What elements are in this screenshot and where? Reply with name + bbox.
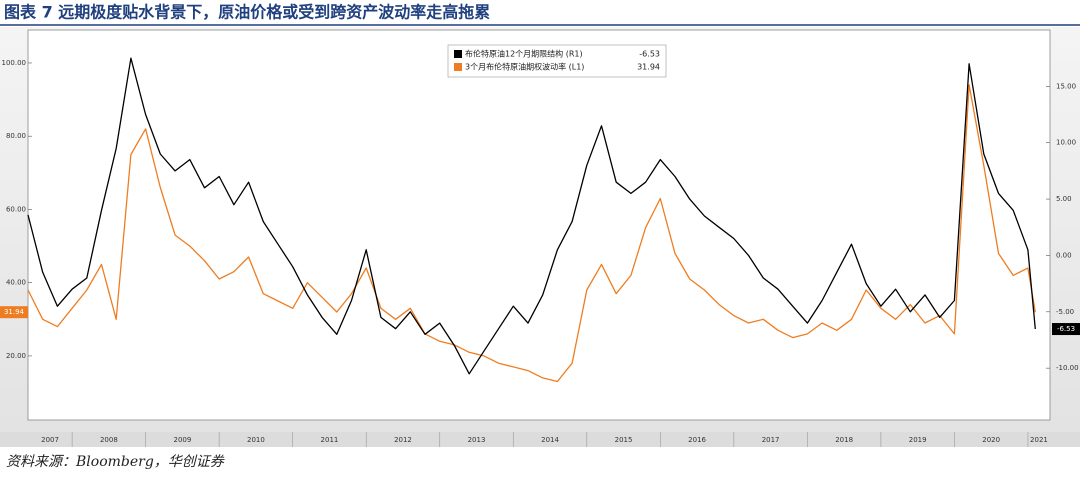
legend (447, 44, 667, 78)
x-tick-label: 2007 (41, 436, 59, 444)
y2-tick-label: -5.00 (1056, 308, 1074, 316)
x-tick-label: 2020 (982, 436, 1000, 444)
x-tick-label: 2014 (541, 436, 559, 444)
plot-area (27, 29, 1051, 421)
legend-box (447, 44, 667, 78)
chart-title: 图表 7 远期极度贴水背景下，原油价格或受到跨资产波动率走高拖累 (4, 3, 490, 22)
y2-tick-label: 5.00 (1056, 195, 1072, 203)
y-tick-label: 40.00 (6, 279, 26, 287)
y-tick-label: 80.00 (6, 132, 26, 140)
legend-swatch (454, 63, 462, 71)
end-value-label: -6.53 (1057, 325, 1075, 333)
y2-tick-label: 15.00 (1056, 82, 1076, 90)
x-tick-label: 2019 (909, 436, 927, 444)
series-line (27, 84, 1036, 383)
x-tick-label: 2015 (615, 436, 633, 444)
source-note: 资料来源：Bloomberg，华创证券 (6, 454, 225, 470)
end-value-label: 31.94 (4, 308, 25, 316)
legend-label: 3个月布伦特原油期权波动率 (L1) (465, 62, 584, 72)
x-tick-label: 2021 (1030, 436, 1048, 444)
legend-value: -6.53 (639, 50, 660, 59)
y2-tick-label: 10.00 (1056, 139, 1076, 147)
x-tick-label: 2010 (247, 436, 265, 444)
x-tick-label: 2009 (173, 436, 191, 444)
legend-label: 布伦特原油12个月期限结构 (R1) (465, 49, 583, 59)
end-value-box (0, 306, 28, 319)
y-tick-label: 60.00 (6, 205, 26, 213)
x-tick-label: 2017 (762, 436, 780, 444)
x-tick-label: 2008 (100, 436, 118, 444)
x-tick-label: 2011 (321, 436, 339, 444)
y2-tick-label: 0.00 (1056, 251, 1072, 259)
y-tick-label: 100.00 (2, 59, 27, 67)
x-tick-label: 2012 (394, 436, 412, 444)
legend-swatch (454, 50, 462, 58)
x-tick-label: 2018 (835, 436, 853, 444)
x-axis-strip (0, 432, 1080, 447)
x-tick-label: 2013 (468, 436, 486, 444)
series-line (27, 57, 1036, 375)
legend-value: 31.94 (637, 63, 660, 72)
y2-tick-label: -10.00 (1056, 364, 1079, 372)
x-tick-label: 2016 (688, 436, 706, 444)
end-value-box (1052, 323, 1080, 336)
y-tick-label: 20.00 (6, 352, 26, 360)
